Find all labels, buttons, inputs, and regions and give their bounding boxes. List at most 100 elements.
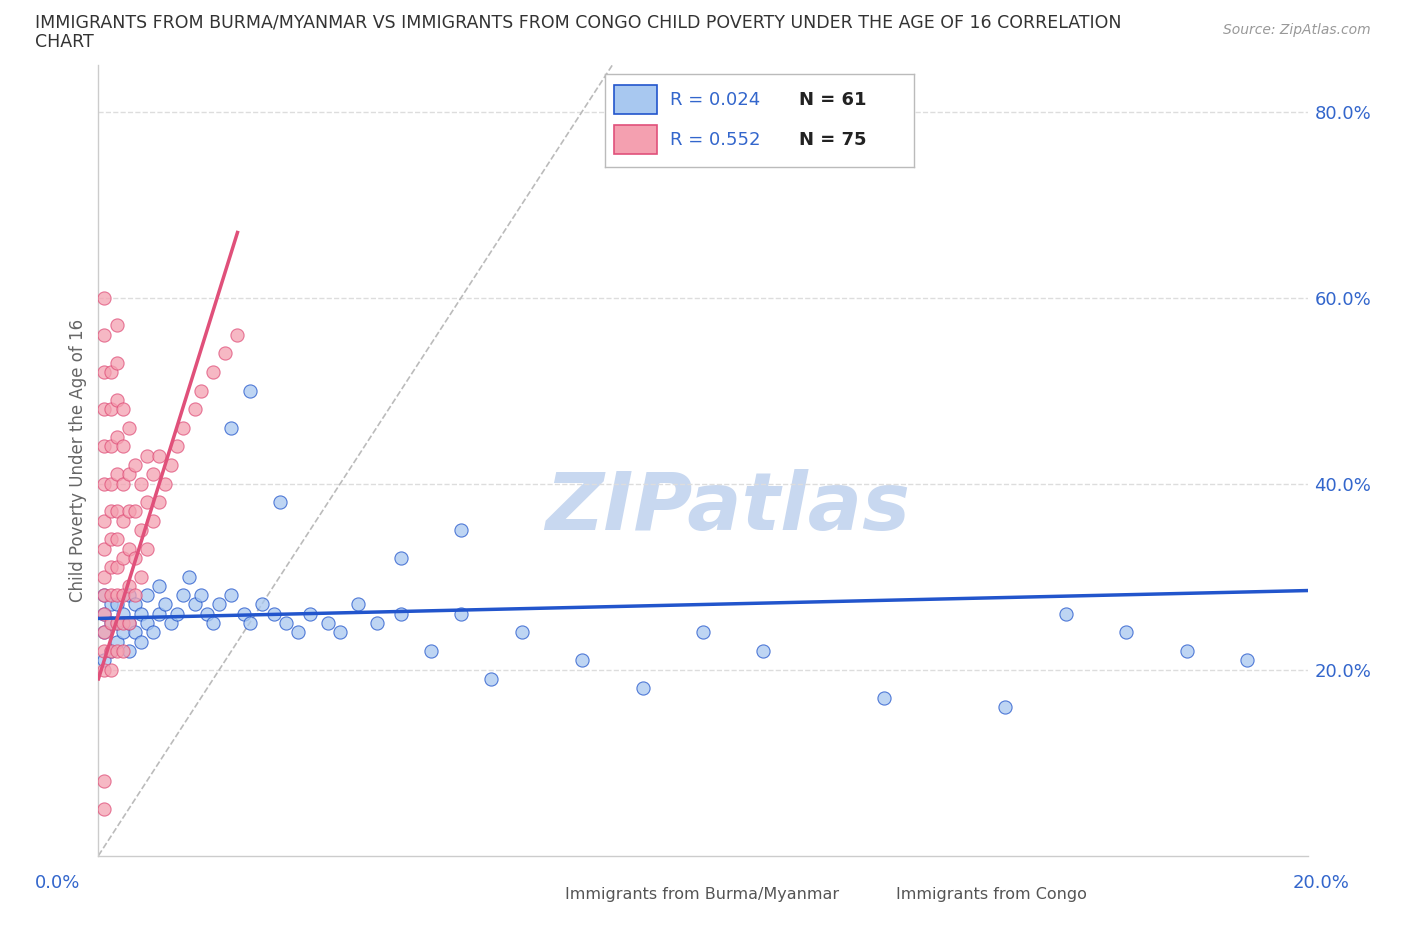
Point <box>142 625 165 640</box>
Point <box>105 560 128 575</box>
Point <box>93 644 115 658</box>
Point <box>93 588 115 603</box>
Point <box>172 588 194 603</box>
Point <box>111 551 134 565</box>
Point <box>172 420 194 435</box>
Point <box>250 597 273 612</box>
Text: N = 75: N = 75 <box>800 130 868 149</box>
Point <box>202 616 225 631</box>
Point <box>135 448 157 463</box>
Point <box>631 681 654 696</box>
Point <box>118 588 141 603</box>
Point <box>111 476 134 491</box>
Point <box>129 523 152 538</box>
Point <box>135 495 157 510</box>
Point <box>142 513 165 528</box>
Point <box>221 420 243 435</box>
Point <box>100 616 122 631</box>
Point <box>274 616 297 631</box>
Point <box>571 653 593 668</box>
Point <box>100 644 122 658</box>
Text: 20.0%: 20.0% <box>1294 874 1350 892</box>
Point <box>366 616 388 631</box>
Point <box>129 569 152 584</box>
Point <box>124 458 146 472</box>
Point <box>111 625 134 640</box>
Bar <box>614 125 657 154</box>
Point <box>226 327 249 342</box>
Point <box>124 551 146 565</box>
Point <box>1115 625 1137 640</box>
Point <box>105 318 128 333</box>
Text: R = 0.024: R = 0.024 <box>669 90 759 109</box>
Text: Immigrants from Congo: Immigrants from Congo <box>896 887 1087 902</box>
Point <box>692 625 714 640</box>
Point <box>135 541 157 556</box>
Point <box>1175 644 1198 658</box>
Point <box>450 523 472 538</box>
Point <box>100 365 122 379</box>
Point <box>93 662 115 677</box>
Point <box>166 606 188 621</box>
Point <box>105 616 128 631</box>
Point <box>160 458 183 472</box>
Point <box>105 430 128 445</box>
Point <box>93 402 115 417</box>
Point <box>93 439 115 454</box>
Point <box>179 569 201 584</box>
Point <box>111 513 134 528</box>
Point <box>148 495 170 510</box>
Point <box>100 402 122 417</box>
Point <box>420 644 443 658</box>
Text: Source: ZipAtlas.com: Source: ZipAtlas.com <box>1223 23 1371 37</box>
Point <box>184 402 207 417</box>
Point <box>111 402 134 417</box>
Point <box>148 448 170 463</box>
Point <box>239 383 262 398</box>
Point <box>208 597 231 612</box>
Point <box>105 588 128 603</box>
Point <box>263 606 285 621</box>
Point <box>269 495 291 510</box>
Point <box>100 597 122 612</box>
Point <box>232 606 254 621</box>
Point <box>111 616 134 631</box>
Point <box>93 653 115 668</box>
Point <box>389 551 412 565</box>
Point <box>166 439 188 454</box>
Point <box>752 644 775 658</box>
Point <box>124 597 146 612</box>
Point <box>93 365 115 379</box>
Point <box>118 578 141 593</box>
Point <box>111 644 134 658</box>
Point <box>111 606 134 621</box>
Point <box>184 597 207 612</box>
Text: IMMIGRANTS FROM BURMA/MYANMAR VS IMMIGRANTS FROM CONGO CHILD POVERTY UNDER THE A: IMMIGRANTS FROM BURMA/MYANMAR VS IMMIGRA… <box>35 14 1122 32</box>
Point <box>105 644 128 658</box>
Point <box>100 476 122 491</box>
Y-axis label: Child Poverty Under the Age of 16: Child Poverty Under the Age of 16 <box>69 319 87 602</box>
Point <box>118 420 141 435</box>
Point <box>450 606 472 621</box>
Point <box>142 467 165 482</box>
Point <box>93 569 115 584</box>
Point <box>93 625 115 640</box>
Point <box>481 671 503 686</box>
Point <box>299 606 322 621</box>
Point <box>100 532 122 547</box>
Point <box>93 541 115 556</box>
Point <box>994 699 1017 714</box>
Point <box>135 588 157 603</box>
Point <box>105 467 128 482</box>
Point <box>93 290 115 305</box>
Point <box>105 634 128 649</box>
Point <box>1236 653 1258 668</box>
Point <box>1054 606 1077 621</box>
Point <box>93 327 115 342</box>
Text: ZIPatlas: ZIPatlas <box>544 469 910 547</box>
Point <box>100 616 122 631</box>
Point <box>135 616 157 631</box>
Point <box>510 625 533 640</box>
Point <box>93 606 115 621</box>
Point <box>873 690 896 705</box>
